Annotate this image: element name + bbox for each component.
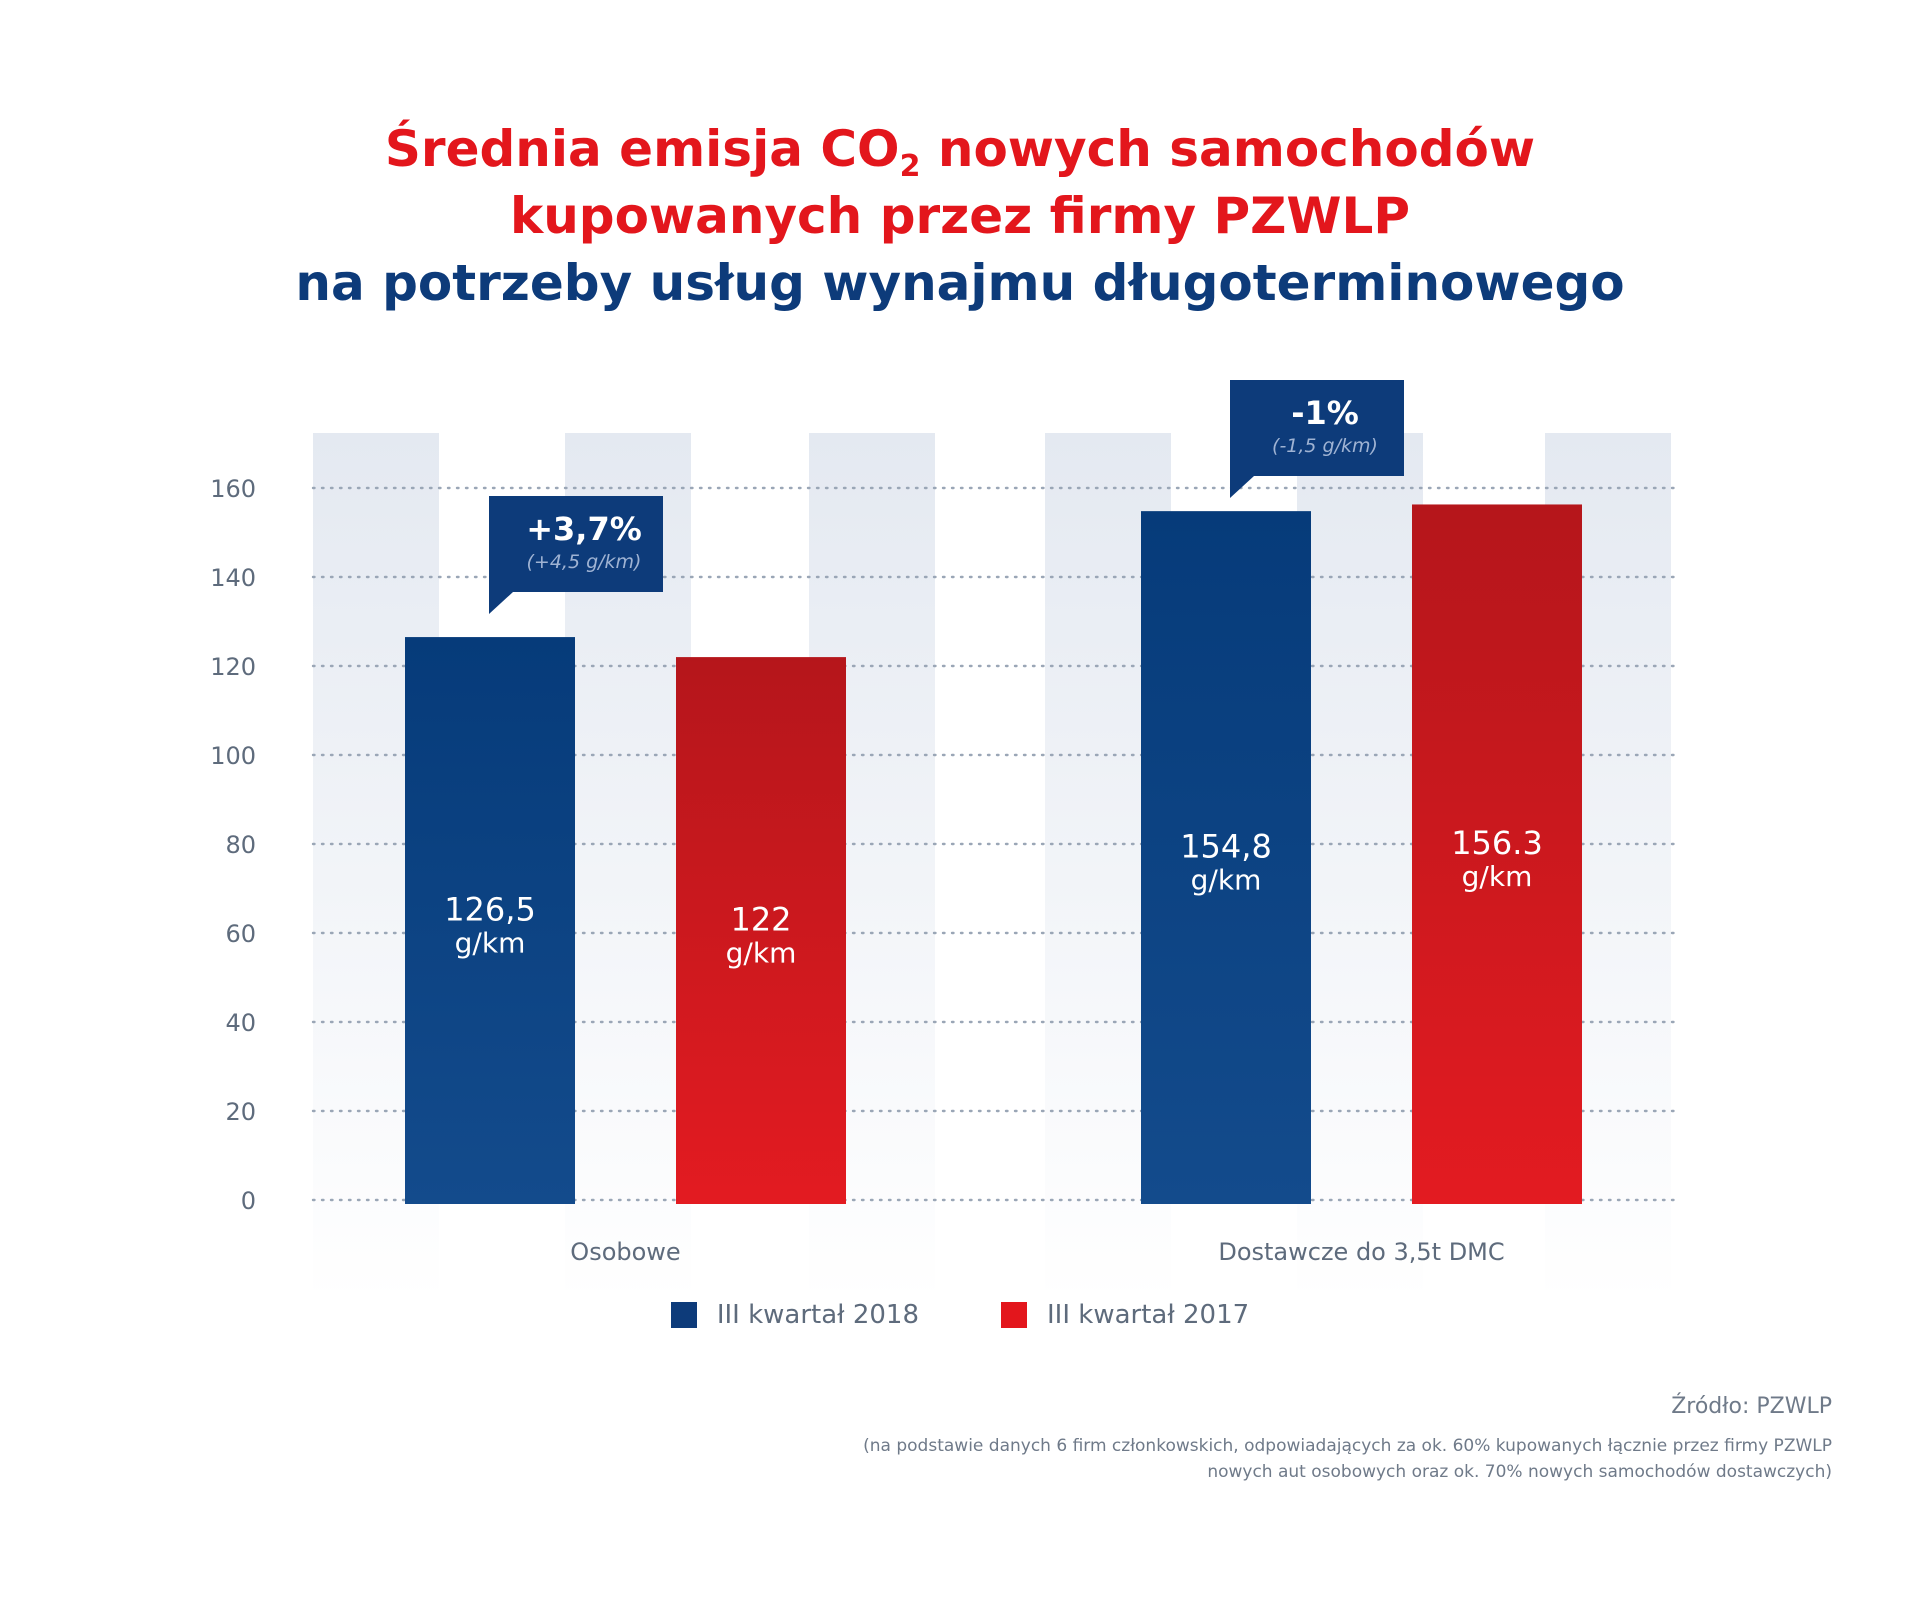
bar-value-label: 154,8 — [1180, 828, 1272, 866]
callout-box — [489, 496, 663, 614]
source-block: Źródło: PZWLP (na podstawie danych 6 fir… — [812, 1394, 1832, 1485]
y-tick-label-160: 160 — [210, 475, 256, 503]
background-band-4 — [1297, 433, 1423, 1290]
legend-item-2018: III kwartał 2018 — [670, 1300, 919, 1330]
y-tick-label-0: 0 — [241, 1187, 256, 1215]
y-tick-label-100: 100 — [210, 742, 256, 770]
bar-2017-0 — [676, 657, 846, 1204]
callout-sub-text: (-1,5 g/km) — [1272, 435, 1378, 457]
bar-unit-label: g/km — [726, 937, 797, 970]
bar-2017-1 — [1412, 504, 1582, 1205]
callout-box — [1230, 380, 1404, 498]
y-tick-label-40: 40 — [225, 1009, 256, 1037]
legend-swatch-blue — [670, 1302, 697, 1328]
source-label: Źródło: PZWLP — [1671, 1394, 1832, 1419]
bar-unit-label: g/km — [1191, 864, 1262, 897]
legend-swatch-red — [1001, 1302, 1027, 1328]
y-tick-label-120: 120 — [210, 653, 256, 681]
callout-1: -1% (-1,5 g/km) — [1230, 380, 1404, 498]
bar-unit-label: g/km — [455, 927, 526, 960]
callout-main-text: +3,7% — [526, 510, 642, 548]
callout-sub-text: (+4,5 g/km) — [527, 551, 642, 573]
y-tick-label-140: 140 — [210, 564, 256, 592]
bar-2018-0 — [405, 637, 575, 1204]
bar-value-label: 156.3 — [1451, 824, 1543, 862]
source-note: (na podstawie danych 6 firm członkowskic… — [863, 1436, 1832, 1482]
bar-unit-label: g/km — [1462, 860, 1533, 893]
title-suffix: nowych samochodów — [920, 120, 1536, 178]
callout-0: +3,7% (+4,5 g/km) — [489, 496, 663, 614]
legend: III kwartał 2018 III kwartał 2017 — [0, 1300, 1920, 1330]
title-subscript: 2 — [899, 149, 921, 184]
title-prefix: Średnia emisja CO — [384, 120, 900, 178]
legend-label-2018: III kwartał 2018 — [716, 1300, 919, 1330]
category-label: Osobowe — [570, 1238, 680, 1266]
category-label: Dostawcze do 3,5t DMC — [1218, 1238, 1504, 1266]
bar-value-label: 122 — [730, 901, 791, 939]
bar-value-label: 126,5 — [444, 891, 536, 929]
title-line-2: kupowanych przez firmy PZWLP — [509, 187, 1411, 245]
y-tick-label-80: 80 — [225, 831, 256, 859]
bar-2018-1 — [1141, 511, 1311, 1204]
y-tick-label-60: 60 — [225, 920, 256, 948]
legend-label-2017: III kwartał 2017 — [1047, 1300, 1250, 1330]
title-line-1: Średnia emisja CO2 nowych samochodów — [0, 118, 1920, 198]
y-tick-label-20: 20 — [225, 1098, 256, 1126]
callout-main-text: -1% — [1291, 394, 1359, 432]
legend-item-2017: III kwartał 2017 — [1001, 1300, 1249, 1330]
title-line-3: na potrzeby usług wynajmu długoterminowe… — [295, 254, 1625, 312]
